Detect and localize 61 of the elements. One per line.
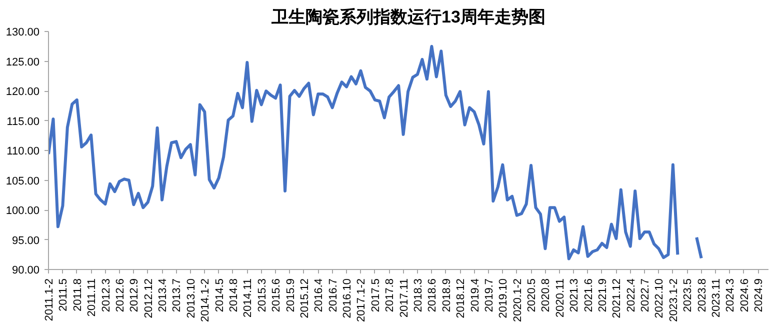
x-tick-label: 2020.1-2 [512,278,524,322]
x-tick-label: 2024.3 [724,278,737,312]
x-tick-label: 2011.1-2 [44,278,56,322]
x-tick-label: 2023.5 [682,278,694,312]
y-tick-label: 105.00 [6,175,40,188]
x-tick-label: 2011.11 [86,278,98,317]
x-tick-label: 2014.11 [242,278,254,318]
x-tick-label: 2024.9 [753,278,766,312]
x-tick-label: 2011.5 [58,278,70,312]
x-tick-label: 2023.1-2 [668,278,680,322]
y-tick-label: 115.00 [6,116,40,128]
y-tick-label: 125.00 [6,56,40,68]
y-tick-label: 110.00 [6,146,40,158]
x-tick-label: 2022.7 [640,278,652,312]
x-tick-label: 2017.5 [370,278,382,312]
x-tick-label: 2021.6 [582,278,595,312]
y-tick-label: 90.00 [12,264,40,276]
x-tick-label: 2013.4 [157,278,170,312]
x-tick-label: 2012.12 [142,278,155,318]
x-tick-label: 2017.8 [384,278,396,312]
y-tick-label: 120.00 [6,86,40,98]
x-tick-label: 2019.10 [498,278,510,318]
x-tick-label: 2015.3 [256,278,268,312]
x-tick-label: 2012.6 [114,278,126,312]
x-tick-label: 2024.6 [738,278,751,312]
x-tick-label: 2018.3 [412,278,424,312]
x-tick-label: 2015.12 [298,278,311,318]
x-tick-label: 2015.9 [284,278,297,312]
x-tick-label: 2017.1-2 [356,278,368,322]
x-tick-label: 2023.8 [696,278,708,312]
x-tick-label: 2021.3 [568,278,581,312]
x-tick-label: 2019.4 [469,278,482,312]
x-tick-label: 2018.12 [455,278,468,318]
x-tick-label: 2018.9 [440,278,453,312]
x-tick-label: 2012.9 [128,278,141,312]
x-tick-label: 2020.5 [526,278,538,312]
x-tick-label: 2015.6 [270,278,283,312]
x-tick-label: 2022.10 [654,278,666,318]
x-tick-label: 2021.12 [611,278,624,318]
x-tick-label: 2020.11 [554,278,566,318]
x-tick-label: 2016.4 [313,278,326,312]
x-tick-label: 2020.8 [540,278,552,312]
x-tick-label: 2014.8 [228,278,240,312]
x-tick-label: 2014.5 [214,278,226,312]
x-tick-label: 2013.10 [185,278,198,318]
y-tick-label: 95.00 [12,234,40,247]
x-tick-label: 2016.10 [342,278,354,318]
y-tick-label: 100.00 [6,205,40,217]
x-tick-label: 2014.1-2 [200,278,212,322]
x-tick-label: 2017.11 [398,278,410,318]
chart-title: 卫生陶瓷系列指数运行13周年走势图 [270,8,546,26]
x-tick-label: 2022.4 [625,278,638,312]
x-tick-label: 2021.9 [596,278,609,312]
x-tick-label: 2012.3 [100,278,112,312]
x-tick-label: 2011.8 [72,278,84,312]
x-tick-label: 2018.6 [426,278,439,312]
x-tick-label: 2013.7 [171,278,184,312]
x-tick-label: 2019.7 [483,278,496,312]
x-tick-label: 2023.11 [710,278,723,318]
x-tick-label: 2016.7 [327,278,340,312]
y-tick-label: 130.00 [6,26,40,38]
